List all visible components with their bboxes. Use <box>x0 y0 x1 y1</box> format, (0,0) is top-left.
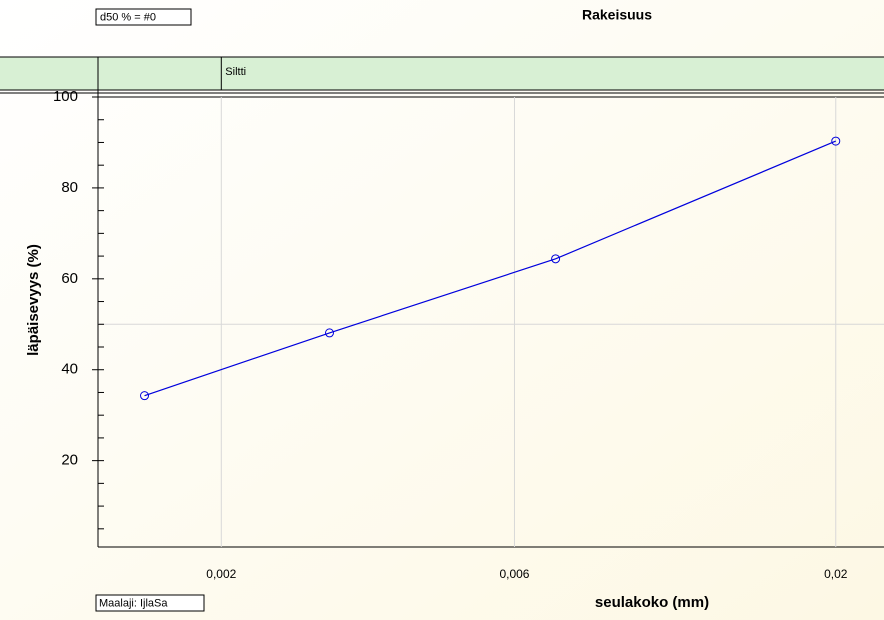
y-tick-label: 20 <box>61 452 78 469</box>
x-axis-label: seulakoko (mm) <box>595 594 709 611</box>
zone-label: Siltti <box>225 66 246 78</box>
series-line <box>144 140 836 397</box>
y-tick-label: 80 <box>61 179 78 196</box>
note-box <box>95 594 205 612</box>
data-point <box>140 391 150 401</box>
note-bottom: Maalaji: IjlaSa <box>99 597 168 609</box>
data-point <box>551 254 561 264</box>
note-box <box>95 8 192 26</box>
chart-title: Rakeisuus <box>582 7 652 23</box>
x-tick-label: 0,002 <box>206 567 236 581</box>
note-top: d50 % = #0 <box>100 11 156 23</box>
y-tick-label: 40 <box>61 361 78 378</box>
y-tick-label: 60 <box>61 270 78 287</box>
plot-area <box>140 136 841 401</box>
y-tick-label: 100 <box>53 88 78 105</box>
data-point <box>324 328 334 338</box>
y-axis-label: läpäisevyys (%) <box>25 244 42 356</box>
x-tick-label: 0,02 <box>824 567 848 581</box>
zone-band <box>0 57 884 90</box>
x-tick-label: 0,006 <box>499 567 529 581</box>
data-point <box>831 136 841 146</box>
